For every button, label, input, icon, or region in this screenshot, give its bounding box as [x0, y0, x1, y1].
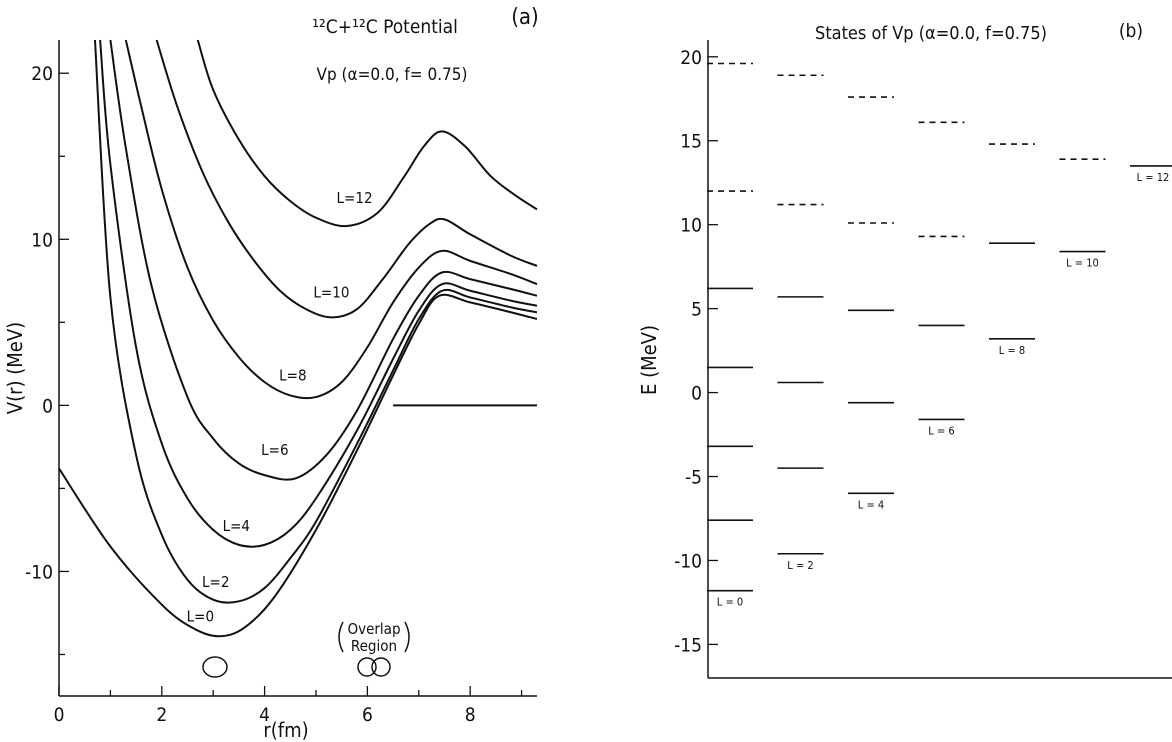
- panel-a-curves: [58, 39, 538, 638]
- panel-b-level-labels: L = 0 L = 2 L = 4 L = 6 L = 8 L = 10 L = 12: [717, 171, 1170, 609]
- panel-a-y-axis-label: V(r) (MeV): [3, 322, 27, 414]
- panel-b-y-tick-label: -10: [674, 550, 702, 572]
- potential-curve-l-2: [93, 39, 538, 604]
- panel-a-x-tick-label: 2: [156, 704, 167, 726]
- panel-b-ticks: -15 -10 -5 0 5 10 15 20: [674, 47, 718, 656]
- overlap-left-paren: [338, 621, 344, 653]
- curve-label-l-10: L=10: [313, 283, 349, 301]
- panel-b-label: (b): [1119, 20, 1143, 42]
- panel-a-y-tick-label: 10: [31, 229, 53, 251]
- panel-a-subtitle: Vp (α=0.0, f= 0.75): [317, 65, 468, 85]
- panel-a-curve-labels: L=0 L=2 L=4 L=6 L=8 L=10 L=12: [187, 189, 373, 626]
- level-label-l-0: L = 0: [717, 596, 743, 609]
- panel-a-x-tick-label: 8: [465, 704, 476, 726]
- panel-b-y-tick-label: 0: [691, 383, 702, 405]
- curve-label-l-12: L=12: [337, 189, 373, 207]
- potential-curve-l-12: [196, 39, 538, 228]
- panel-a-ticks: 0 2 4 6 8 -10 0 10 20: [25, 63, 523, 726]
- panel-b-y-tick-label: 10: [680, 215, 702, 237]
- level-label-l-12: L = 12: [1137, 171, 1170, 184]
- panel-b-title: States of Vp (α=0.0, f=0.75): [815, 23, 1047, 44]
- panel-a-label: (a): [511, 5, 539, 30]
- potential-curve-l-6: [109, 39, 538, 481]
- panel-b-y-tick-label: -15: [674, 634, 702, 656]
- panel-b-y-tick-label: -5: [685, 467, 702, 489]
- overlap-region-annotation: Overlap Region: [338, 620, 410, 677]
- panel-a-y-tick-label: 0: [42, 395, 53, 417]
- overlap-region-label-line2: Region: [351, 637, 397, 655]
- level-label-l-10: L = 10: [1066, 257, 1099, 270]
- curve-label-l-0: L=0: [187, 607, 214, 625]
- potential-curve-l-0: [58, 293, 538, 638]
- panel-b-energy-levels: [707, 62, 1172, 592]
- overlap-right-paren: [404, 621, 410, 653]
- panel-a-x-axis-label: r(fm): [263, 718, 308, 742]
- panel-a-x-tick-label: 0: [54, 704, 65, 726]
- panel-a-x-tick-label: 6: [362, 704, 373, 726]
- panel-a-title: ¹²C+¹²C Potential: [312, 16, 458, 38]
- panel-a-y-tick-label: -10: [25, 561, 53, 583]
- level-label-l-8: L = 8: [999, 344, 1025, 357]
- panel-a-x-tick-label: 4: [259, 704, 270, 726]
- curve-label-l-8: L=8: [279, 366, 306, 384]
- level-label-l-4: L = 4: [858, 498, 884, 511]
- potential-curve-l-4: [99, 39, 538, 548]
- panel-b-y-axis-label: E (MeV): [637, 325, 661, 395]
- panel-a-potential-chart: 0 2 4 6 8 -10 0 10 20 L=0 L=2 L=4 L=6 L=8 L=10 L=12 (a…: [3, 5, 539, 742]
- curve-label-l-2: L=2: [202, 573, 229, 591]
- overlapping-nucleus-left-icon: [357, 657, 377, 677]
- potential-curve-l-10: [155, 39, 538, 319]
- panel-b-y-tick-label: 15: [680, 131, 702, 153]
- single-nucleus-icon: [202, 656, 228, 678]
- level-label-l-2: L = 2: [787, 559, 813, 572]
- panel-a-y-tick-label: 20: [31, 63, 53, 85]
- curve-label-l-6: L=6: [261, 441, 288, 459]
- potential-curve-l-8: [124, 39, 538, 400]
- panel-b-y-tick-label: 5: [691, 299, 702, 321]
- curve-label-l-4: L=4: [223, 517, 250, 535]
- level-label-l-6: L = 6: [928, 424, 954, 437]
- overlap-region-label-line1: Overlap: [347, 620, 400, 638]
- overlapping-nucleus-right-icon: [371, 657, 391, 677]
- panel-b-y-tick-label: 20: [680, 47, 702, 69]
